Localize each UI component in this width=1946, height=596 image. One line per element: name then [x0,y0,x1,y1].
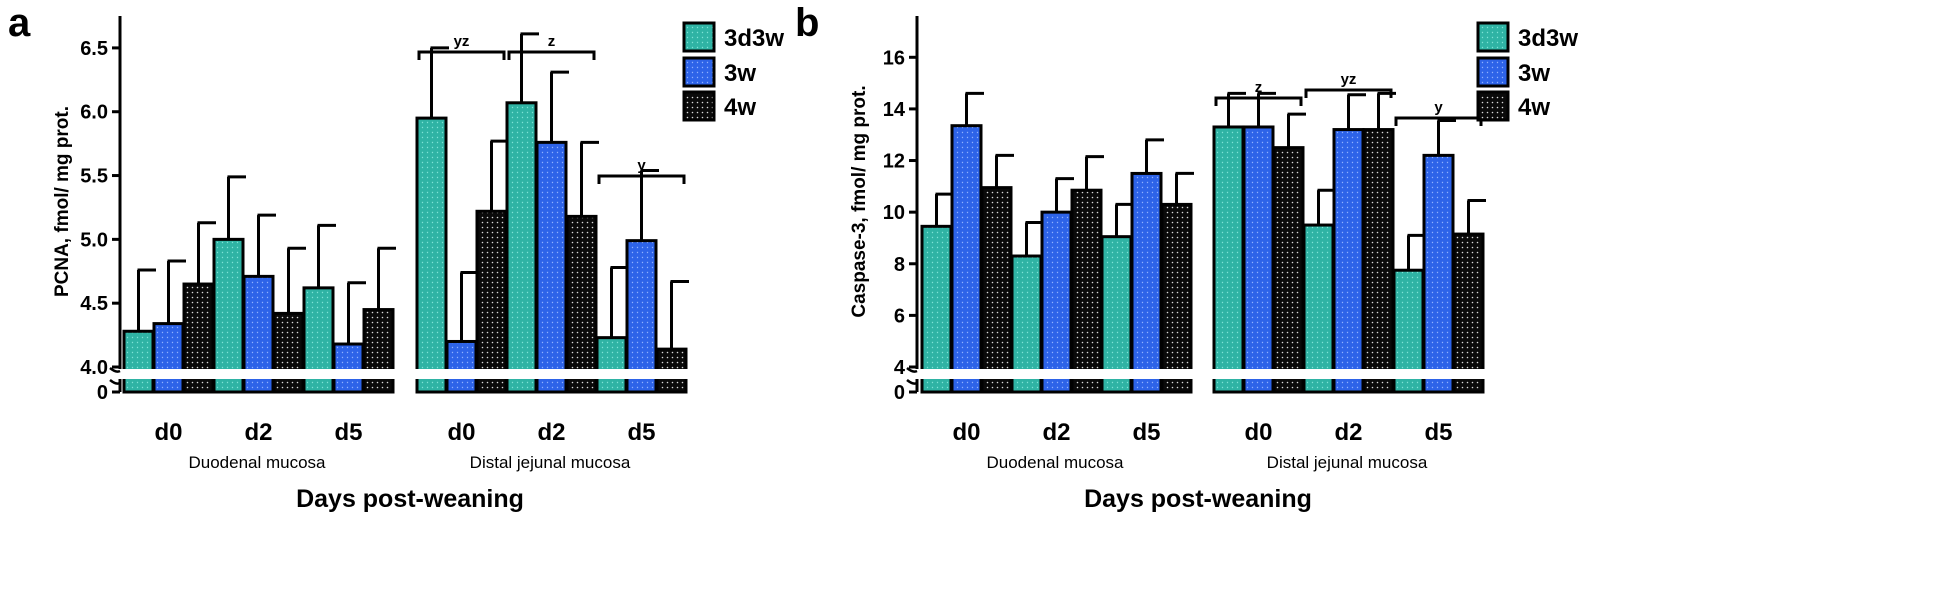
x-category-label: d2 [537,419,565,446]
x-category-label: d0 [154,419,182,446]
bar-3w [1422,153,1455,394]
y-tick-label: 5.0 [80,229,108,251]
y-axis-title: Caspase-3, fmol/ mg prot. [849,85,870,317]
panel-letter: b [795,1,819,45]
panel-letter: a [8,1,31,45]
bar-4w [1070,188,1103,394]
bar-3d3w [1100,235,1133,394]
x-category-label: d2 [1334,419,1362,446]
significance-label: z [548,33,556,50]
legend-label: 3d3w [1518,25,1578,52]
bar-4w [565,214,598,394]
legend-swatch-4w [1476,90,1510,122]
x-category-label: d5 [627,419,655,446]
bar-4w [1362,128,1395,394]
y-tick-label-zero: 0 [97,382,108,404]
legend-swatch-3w [1476,56,1510,88]
chart-panel-a: a 4.0 4.5 5.0 5.5 6.0 6.5 0 PCNA, fmol/ mg prot.… [8,1,810,513]
y-tick-label: 4.5 [80,293,108,315]
axis-break-mark [906,379,918,385]
bar-4w [1452,232,1485,394]
bar-3d3w [1302,223,1335,394]
bar-3w [1332,128,1365,394]
legend-swatch-3d3w [1476,21,1510,53]
legend-swatch-3w [682,56,716,88]
axis-break-mark [906,367,918,373]
bar-3w [1130,171,1163,394]
y-tick-label: 6.5 [80,38,108,60]
x-category-label: d5 [334,419,362,446]
significance-label: y [1434,99,1443,116]
axis-break-mark [109,379,121,385]
legend-swatch-4w [682,90,716,122]
legend-label: 3w [724,60,756,87]
y-axis-title: PCNA, fmol/ mg prot. [52,106,73,297]
x-group-label: Distal jejunal mucosa [470,453,631,472]
bar-3d3w [415,116,448,394]
axis-break-mark [109,367,121,373]
bar-3d3w [1212,125,1245,394]
y-tick-label: 12 [883,151,905,173]
bar-3w [950,124,983,394]
y-tick-label: 6.0 [80,102,108,124]
x-group-label: Duodenal mucosa [188,453,326,472]
legend-swatch-3d3w [682,21,716,53]
significance-bracket [417,50,506,60]
y-tick-label: 8 [894,254,905,276]
bar-3w [535,140,568,394]
bar-4w [1272,146,1305,394]
significance-bracket [1214,96,1303,106]
y-tick-label: 5.5 [80,166,108,188]
bar-3d3w [920,224,953,394]
bar-4w [1160,202,1193,394]
y-tick-label: 4 [894,357,906,379]
x-group-label: Distal jejunal mucosa [1267,453,1428,472]
bar-3w [1242,125,1275,394]
x-category-label: d0 [447,419,475,446]
x-category-label: d5 [1132,419,1160,446]
bar-4w [980,186,1013,394]
x-axis-title: Days post-weaning [296,485,524,513]
significance-label: y [637,157,646,174]
y-tick-label: 4.0 [80,357,108,379]
bar-3d3w [505,101,538,394]
y-tick-label-zero: 0 [894,382,905,404]
x-category-label: d0 [1244,419,1272,446]
significance-bracket [597,174,686,184]
significance-label: yz [454,33,470,50]
y-tick-label: 6 [894,305,905,327]
bar-3w [445,339,478,394]
bar-3w [332,342,365,394]
legend-label: 3w [1518,60,1550,87]
bar-4w [362,308,395,394]
x-axis-title: Days post-weaning [1084,485,1312,513]
bar-4w [272,311,305,394]
bar-3d3w [595,336,628,394]
x-category-label: d2 [244,419,272,446]
significance-bracket [507,50,596,60]
y-tick-label: 10 [883,202,905,224]
significance-label: yz [1341,71,1357,88]
legend-label: 3d3w [724,25,784,52]
chart-panel-b: b 4 6 8 10 12 14 16 0 Caspase-3, fmol/ mg prot. d0… [795,1,1597,513]
bar-3d3w [122,329,155,394]
bar-3w [152,322,185,394]
x-category-label: d5 [1424,419,1452,446]
bar-3w [1040,210,1073,394]
y-tick-label: 16 [883,47,905,69]
significance-bracket [1394,116,1483,126]
significance-bracket [1304,88,1393,98]
axis-break-band [110,369,810,379]
x-group-label: Duodenal mucosa [986,453,1124,472]
axis-break-band [907,369,1597,379]
legend-label: 4w [1518,94,1550,121]
legend-label: 4w [724,94,756,121]
x-category-label: d0 [952,419,980,446]
y-tick-label: 14 [883,99,906,121]
significance-label: z [1255,79,1263,96]
x-category-label: d2 [1042,419,1070,446]
bar-4w [475,209,508,394]
